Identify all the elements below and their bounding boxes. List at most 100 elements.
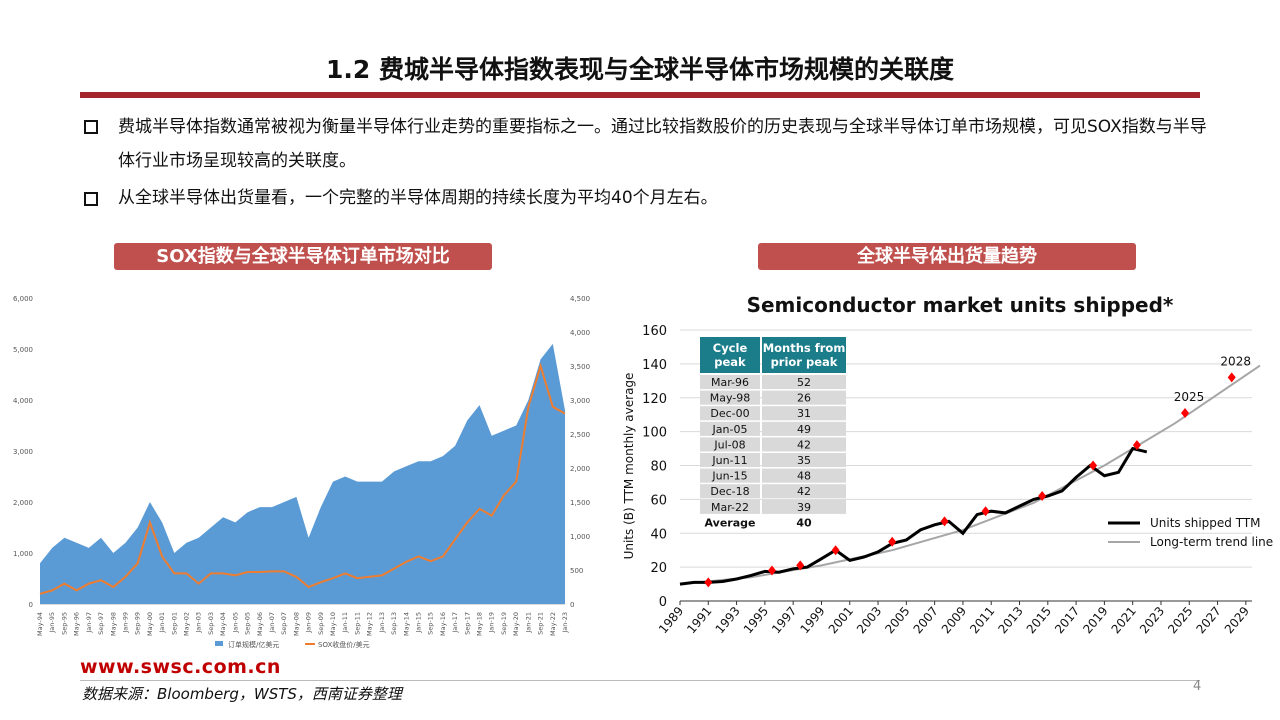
table-text: 48: [797, 470, 811, 483]
x-tick-label: Jan-11: [341, 612, 349, 634]
x-tick-label: 1991: [684, 604, 714, 636]
table-text: Jan-05: [712, 423, 748, 436]
table-text: Jul-08: [713, 438, 745, 451]
table-header: Months from prior peak: [763, 341, 846, 369]
table-text: 42: [797, 485, 811, 498]
peak-marker: [940, 516, 949, 527]
x-tick-label: Jan-15: [414, 612, 422, 634]
x-tick-label: 2019: [1080, 604, 1110, 636]
table-cell: [762, 390, 846, 405]
table-text: 26: [797, 392, 811, 405]
footer-rule: [80, 680, 1200, 681]
x-tick-label: May-08: [292, 612, 300, 636]
table-text: Jun-15: [711, 470, 747, 483]
x-tick-label: Jan-99: [121, 612, 129, 634]
x-tick-label: May-20: [512, 612, 520, 636]
x-tick-label: 2001: [826, 604, 856, 636]
y-tick-label: 3,000: [13, 448, 33, 456]
line: [679, 446, 1148, 586]
table-text: 52: [797, 376, 811, 389]
table-text: 39: [797, 501, 811, 514]
x-tick-label: Sep-03: [207, 612, 215, 635]
x-tick-label: Sep-19: [500, 612, 508, 635]
peak-marker: [1089, 460, 1098, 471]
annotation: 2025: [1174, 390, 1205, 404]
peak-marker: [1181, 407, 1190, 418]
table-text: Mar-96: [711, 376, 749, 389]
table-text: 42: [797, 438, 811, 451]
peak-marker: [1132, 440, 1141, 451]
table-cell: [700, 390, 760, 405]
table-cell: [762, 406, 846, 421]
peak-marker: [704, 577, 713, 588]
x-tick-label: 2003: [854, 604, 884, 636]
y2-tick-label: 2,000: [570, 465, 590, 473]
y2-tick-label: 1,500: [570, 499, 590, 507]
y-tick-label: 80: [650, 460, 667, 475]
peak-marker: [831, 545, 840, 556]
x-tick-label: 1993: [713, 604, 743, 636]
table-text: 49: [797, 423, 811, 436]
x-tick-label: 2011: [967, 604, 997, 636]
x-tick-label: Sep-15: [427, 612, 435, 635]
x-tick-label: May-00: [146, 612, 154, 636]
x-tick-label: 1999: [797, 604, 827, 636]
y-tick-label: 4,000: [13, 397, 33, 405]
table-text: Jun-11: [711, 454, 747, 467]
x-tick-label: Sep-07: [280, 612, 288, 635]
bullet-icon: [84, 120, 98, 134]
y-tick-label: 160: [642, 324, 667, 339]
x-tick-label: May-18: [476, 612, 484, 636]
area: [40, 343, 565, 604]
table-cell: [700, 375, 760, 390]
table-cell: [700, 453, 760, 468]
table-text: Average: [705, 516, 756, 529]
x-tick-label: 2013: [995, 604, 1025, 636]
y2-tick-label: 4,000: [570, 329, 590, 337]
y-tick-label: 20: [650, 561, 667, 576]
x-tick-label: May-06: [256, 612, 264, 636]
x-tick-label: Jan-97: [85, 612, 93, 634]
table-cell: [700, 406, 760, 421]
x-tick-label: May-96: [73, 612, 81, 636]
legend-label: 订单规模/亿美元: [228, 640, 279, 649]
y-tick-label: 100: [642, 426, 667, 441]
table-cell: [762, 453, 846, 468]
table-cell: [700, 484, 760, 499]
x-tick-label: 2007: [911, 604, 941, 636]
x-tick-label: Sep-01: [170, 612, 178, 635]
table-text: May-98: [710, 392, 751, 405]
y-tick-label: 60: [650, 493, 667, 508]
legend-label: SOX收盘价/美元: [318, 640, 370, 649]
bullet-text: 费城半导体指数通常被视为衡量半导体行业走势的重要指标之一。通过比较指数股价的历史…: [118, 117, 1207, 171]
slide-title: 1.2 费城半导体指数表现与全球半导体市场规模的关联度: [326, 55, 954, 84]
table-header-cell: [700, 337, 760, 373]
page-number: 4: [1193, 679, 1202, 694]
peak-marker: [981, 506, 990, 517]
x-tick-label: Jan-17: [451, 612, 459, 634]
x-tick-label: 2029: [1222, 604, 1252, 636]
x-tick-label: Sep-13: [390, 612, 398, 635]
table-text: Mar-22: [711, 501, 749, 514]
title-rule: [80, 92, 1200, 98]
x-tick-label: Sep-05: [244, 612, 252, 635]
y-tick-label: 0: [29, 601, 33, 609]
table-cell: [700, 515, 760, 530]
x-tick-label: Jan-23: [561, 612, 569, 634]
bullet-text: 从全球半导体出货量看，一个完整的半导体周期的持续长度为平均40个月左右。: [118, 188, 718, 208]
x-tick-label: Jan-03: [195, 612, 203, 634]
peak-marker: [888, 536, 897, 547]
x-tick-label: Sep-17: [463, 612, 471, 635]
x-tick-label: Jan-09: [305, 612, 313, 634]
x-tick-label: May-22: [549, 612, 557, 636]
table-cell: [762, 515, 846, 530]
table-cell: [700, 468, 760, 483]
peak-marker: [767, 565, 776, 576]
x-tick-label: Sep-09: [317, 612, 325, 635]
table-cell: [762, 484, 846, 499]
y-tick-label: 140: [642, 358, 667, 373]
table-text: Dec-18: [710, 485, 749, 498]
x-tick-label: May-16: [439, 612, 447, 636]
